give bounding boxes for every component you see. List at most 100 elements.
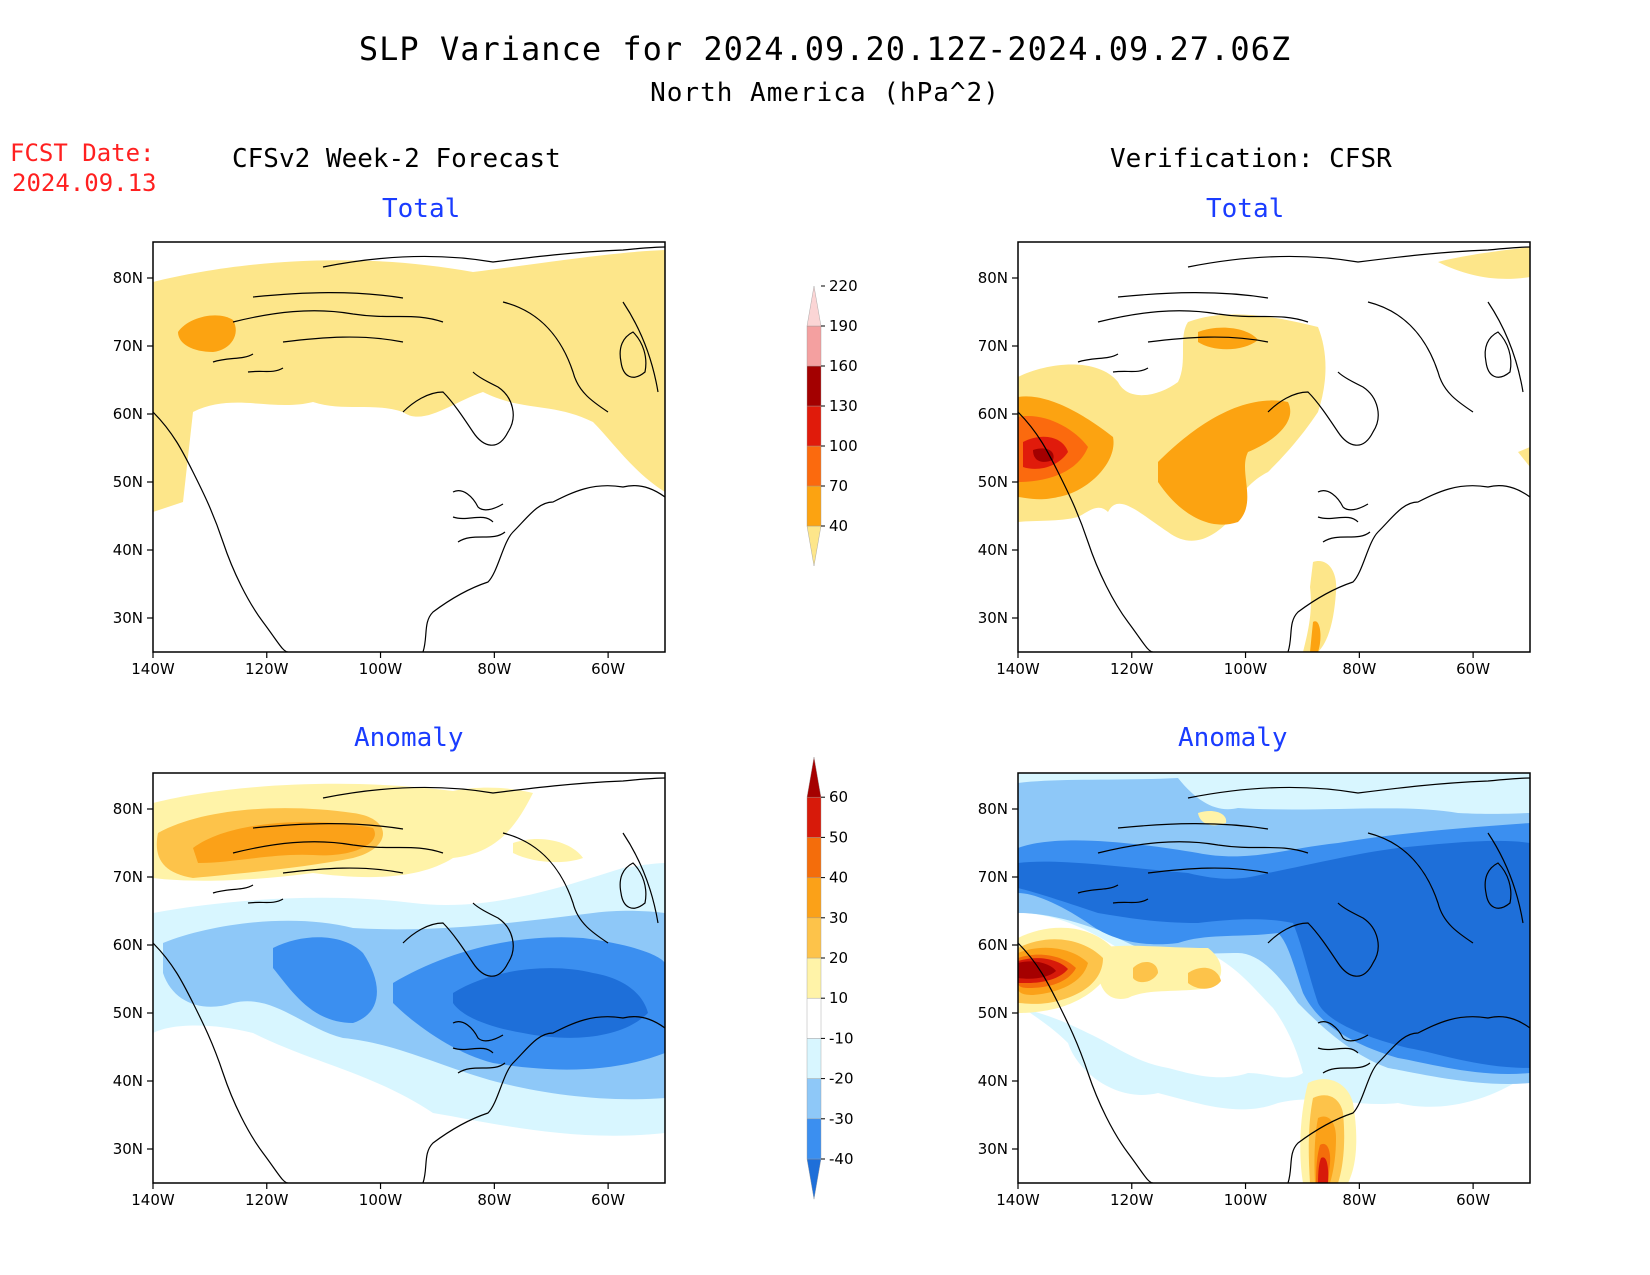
lon-tick-label: 120W [1110,1191,1154,1209]
lat-tick-label: 60N [978,405,1008,423]
lat-tick-label: 50N [113,1004,143,1022]
map-border [1017,241,1531,653]
lon-tick-label: 80W [1342,1191,1376,1209]
left-anomaly-label: Anomaly [354,723,464,753]
legend-swatch [806,525,822,567]
lon-tick-label: 80W [1342,660,1376,678]
legend-label: -30 [829,1110,854,1128]
chart-subtitle: North America (hPa^2) [650,78,1000,108]
lon-tick-label: 100W [359,1191,403,1209]
lat-tick-label: 40N [978,1072,1008,1090]
legend-label: 130 [829,397,858,415]
lat-tick-label: 30N [113,1140,143,1158]
legend-label: 70 [829,477,848,495]
map-border [152,241,666,653]
legend-anomaly: -40 -30 -20 -10 10 20 30 40 50 60 [806,756,854,1200]
lat-tick-label: 50N [978,473,1008,491]
legend-swatch [806,285,822,327]
lat-tick-label: 70N [113,868,143,886]
lat-tick-label: 80N [978,800,1008,818]
fcst-date-value: 2024.09.13 [12,169,157,197]
legend-swatch [806,405,822,447]
map-frame: 140W 120W 100W 80W 60W 80N 70N 60N 50N 40N 30N [978,241,1531,678]
lat-tick-label: 70N [113,337,143,355]
right-total-label: Total [1206,194,1285,224]
coastlines [153,777,665,1183]
legend-swatch [806,877,822,918]
lat-tick-label: 30N [978,609,1008,627]
lon-tick-label: 100W [1224,660,1268,678]
legend-label: 160 [829,357,858,375]
legend-total: 40 70 100 130 160 190 220 [806,277,858,567]
lon-tick-label: 120W [245,1191,289,1209]
map-border [1017,772,1531,1184]
legend-swatch [806,1078,822,1119]
lon-tick-label: 120W [245,660,289,678]
coastlines [153,246,665,652]
legend-swatch [806,837,822,878]
legend-swatch [806,957,822,999]
legend-swatch [806,756,822,798]
lat-tick-label: 30N [978,1140,1008,1158]
chart-title: SLP Variance for 2024.09.20.12Z-2024.09.… [358,30,1292,68]
right-anomaly-label: Anomaly [1178,723,1288,753]
map-border [152,772,666,1184]
lat-tick-label: 70N [978,868,1008,886]
legend-label: 40 [829,517,848,535]
lon-tick-label: 80W [477,1191,511,1209]
lon-tick-label: 60W [1456,660,1490,678]
legend-swatch [806,1038,822,1079]
lat-tick-label: 40N [113,541,143,559]
lat-tick-label: 50N [113,473,143,491]
legend-swatch [806,1118,822,1160]
lat-tick-label: 60N [978,936,1008,954]
legend-label: 60 [829,788,848,806]
lat-tick-label: 50N [978,1004,1008,1022]
legend-swatch [806,445,822,487]
legend-swatch [806,998,822,1039]
panel-verification-anomaly [1018,773,1530,1183]
legend-label: 30 [829,909,848,927]
legend-label: -10 [829,1029,854,1047]
right-column-title: Verification: CFSR [1110,144,1392,174]
panel-forecast-total [153,246,665,652]
map-frame: 140W 120W 100W 80W 60W 80N 70N 60N 50N 40N 30N [978,772,1531,1209]
lon-tick-label: 140W [131,660,175,678]
legend-swatch [806,797,822,838]
lat-tick-label: 80N [113,800,143,818]
panel-forecast-anomaly [153,777,665,1183]
lon-tick-label: 80W [477,660,511,678]
lat-tick-label: 40N [978,541,1008,559]
lon-tick-label: 140W [131,1191,175,1209]
legend-label: 220 [829,277,858,295]
legend-label: 190 [829,317,858,335]
legend-swatch [806,1158,822,1200]
lon-tick-label: 60W [591,1191,625,1209]
legend-label: -20 [829,1070,854,1088]
legend-label: 40 [829,869,848,887]
left-column-title: CFSv2 Week-2 Forecast [232,144,561,174]
map-frame: 140W 120W 100W 80W 60W 80N 70N 60N 50N 40N 30N [113,772,666,1209]
lon-tick-label: 60W [591,660,625,678]
map-frame: 140W 120W 100W 80W 60W 80N 70N 60N 50N 40N 30N [113,241,666,678]
coastlines [1018,246,1530,652]
legend-swatch [806,365,822,407]
lon-tick-label: 100W [1224,1191,1268,1209]
legend-label: 20 [829,949,848,967]
lat-tick-label: 70N [978,337,1008,355]
lat-tick-label: 40N [113,1072,143,1090]
lon-tick-label: 60W [1456,1191,1490,1209]
lon-tick-label: 120W [1110,660,1154,678]
fcst-date-label: FCST Date: [10,139,155,167]
lat-tick-label: 80N [113,269,143,287]
legend-label: 10 [829,989,848,1007]
legend-swatch [806,485,822,527]
panel-verification-total [1018,246,1530,652]
lat-tick-label: 60N [113,936,143,954]
left-total-label: Total [382,194,461,224]
legend-swatch [806,917,822,959]
legend-label: 100 [829,437,858,455]
lat-tick-label: 30N [113,609,143,627]
lon-tick-label: 140W [996,660,1040,678]
lon-tick-label: 140W [996,1191,1040,1209]
